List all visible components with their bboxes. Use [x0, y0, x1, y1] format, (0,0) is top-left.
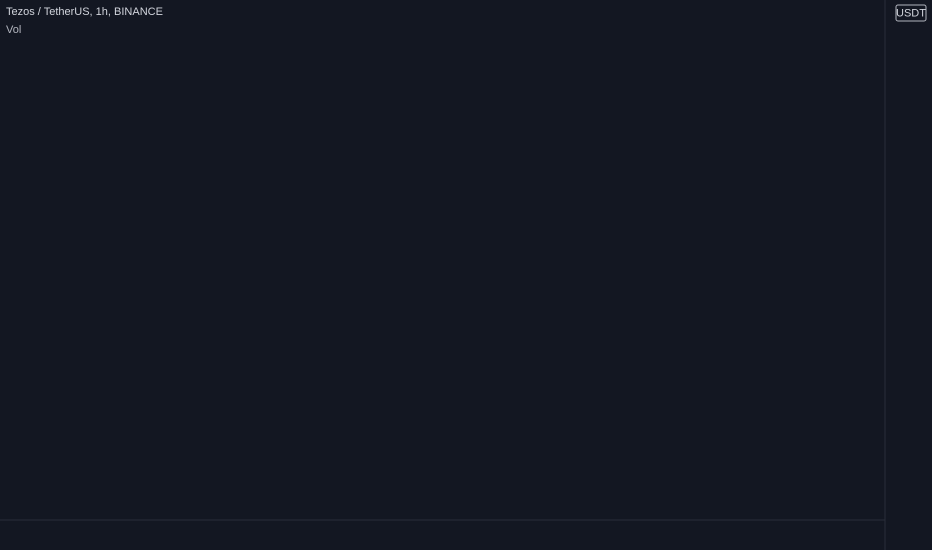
- currency[interactable]: USDT: [896, 7, 926, 19]
- volume-label: Vol: [6, 24, 21, 36]
- currency-box[interactable]: [895, 4, 927, 22]
- chart-title: Tezos / TetherUS, 1h, BINANCE: [6, 6, 163, 18]
